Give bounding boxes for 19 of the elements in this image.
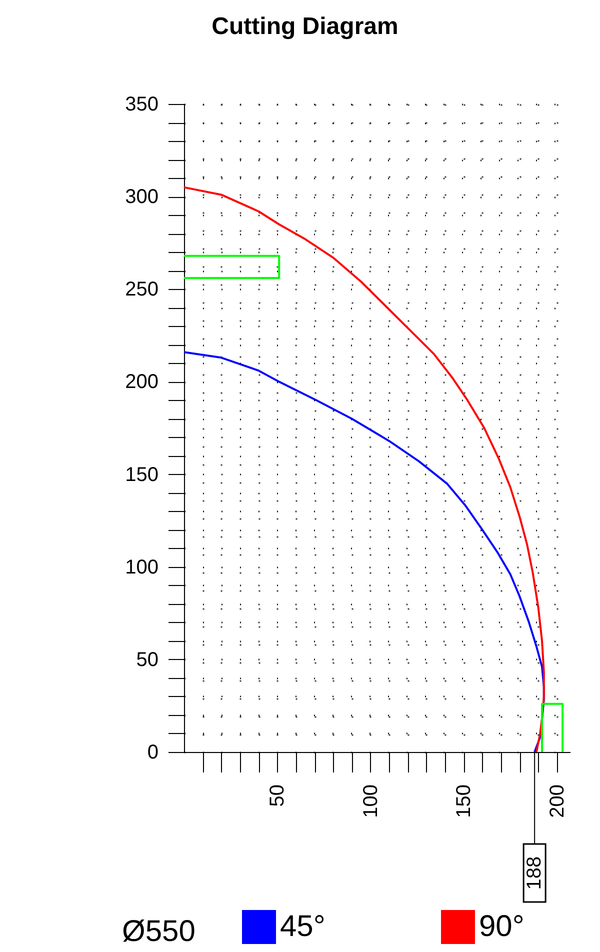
- text: Ø550: [122, 915, 196, 948]
- y-tick-label: 300: [125, 186, 158, 208]
- y-tick-label: 250: [125, 278, 158, 301]
- x-tick-label: 150: [453, 784, 476, 818]
- chart-title: Cutting Diagram: [212, 13, 398, 40]
- x-tick-label: 100: [360, 784, 382, 818]
- y-tick-label: 150: [125, 464, 158, 486]
- legend-label: 45°: [280, 910, 326, 943]
- y-tick-label: 200: [125, 371, 158, 394]
- y-tick-label: 50: [136, 648, 158, 671]
- annotation: 188: [524, 856, 546, 890]
- x-tick-label: 200: [546, 784, 568, 818]
- y-tick-label: 0: [147, 742, 158, 764]
- line-series: [183, 351, 545, 753]
- line-series: [183, 186, 545, 753]
- y-tick-label: 350: [125, 94, 158, 116]
- y-tick-label: 100: [125, 556, 158, 578]
- legend-label: 90°: [479, 910, 524, 943]
- x-tick-label: 50: [266, 784, 289, 807]
